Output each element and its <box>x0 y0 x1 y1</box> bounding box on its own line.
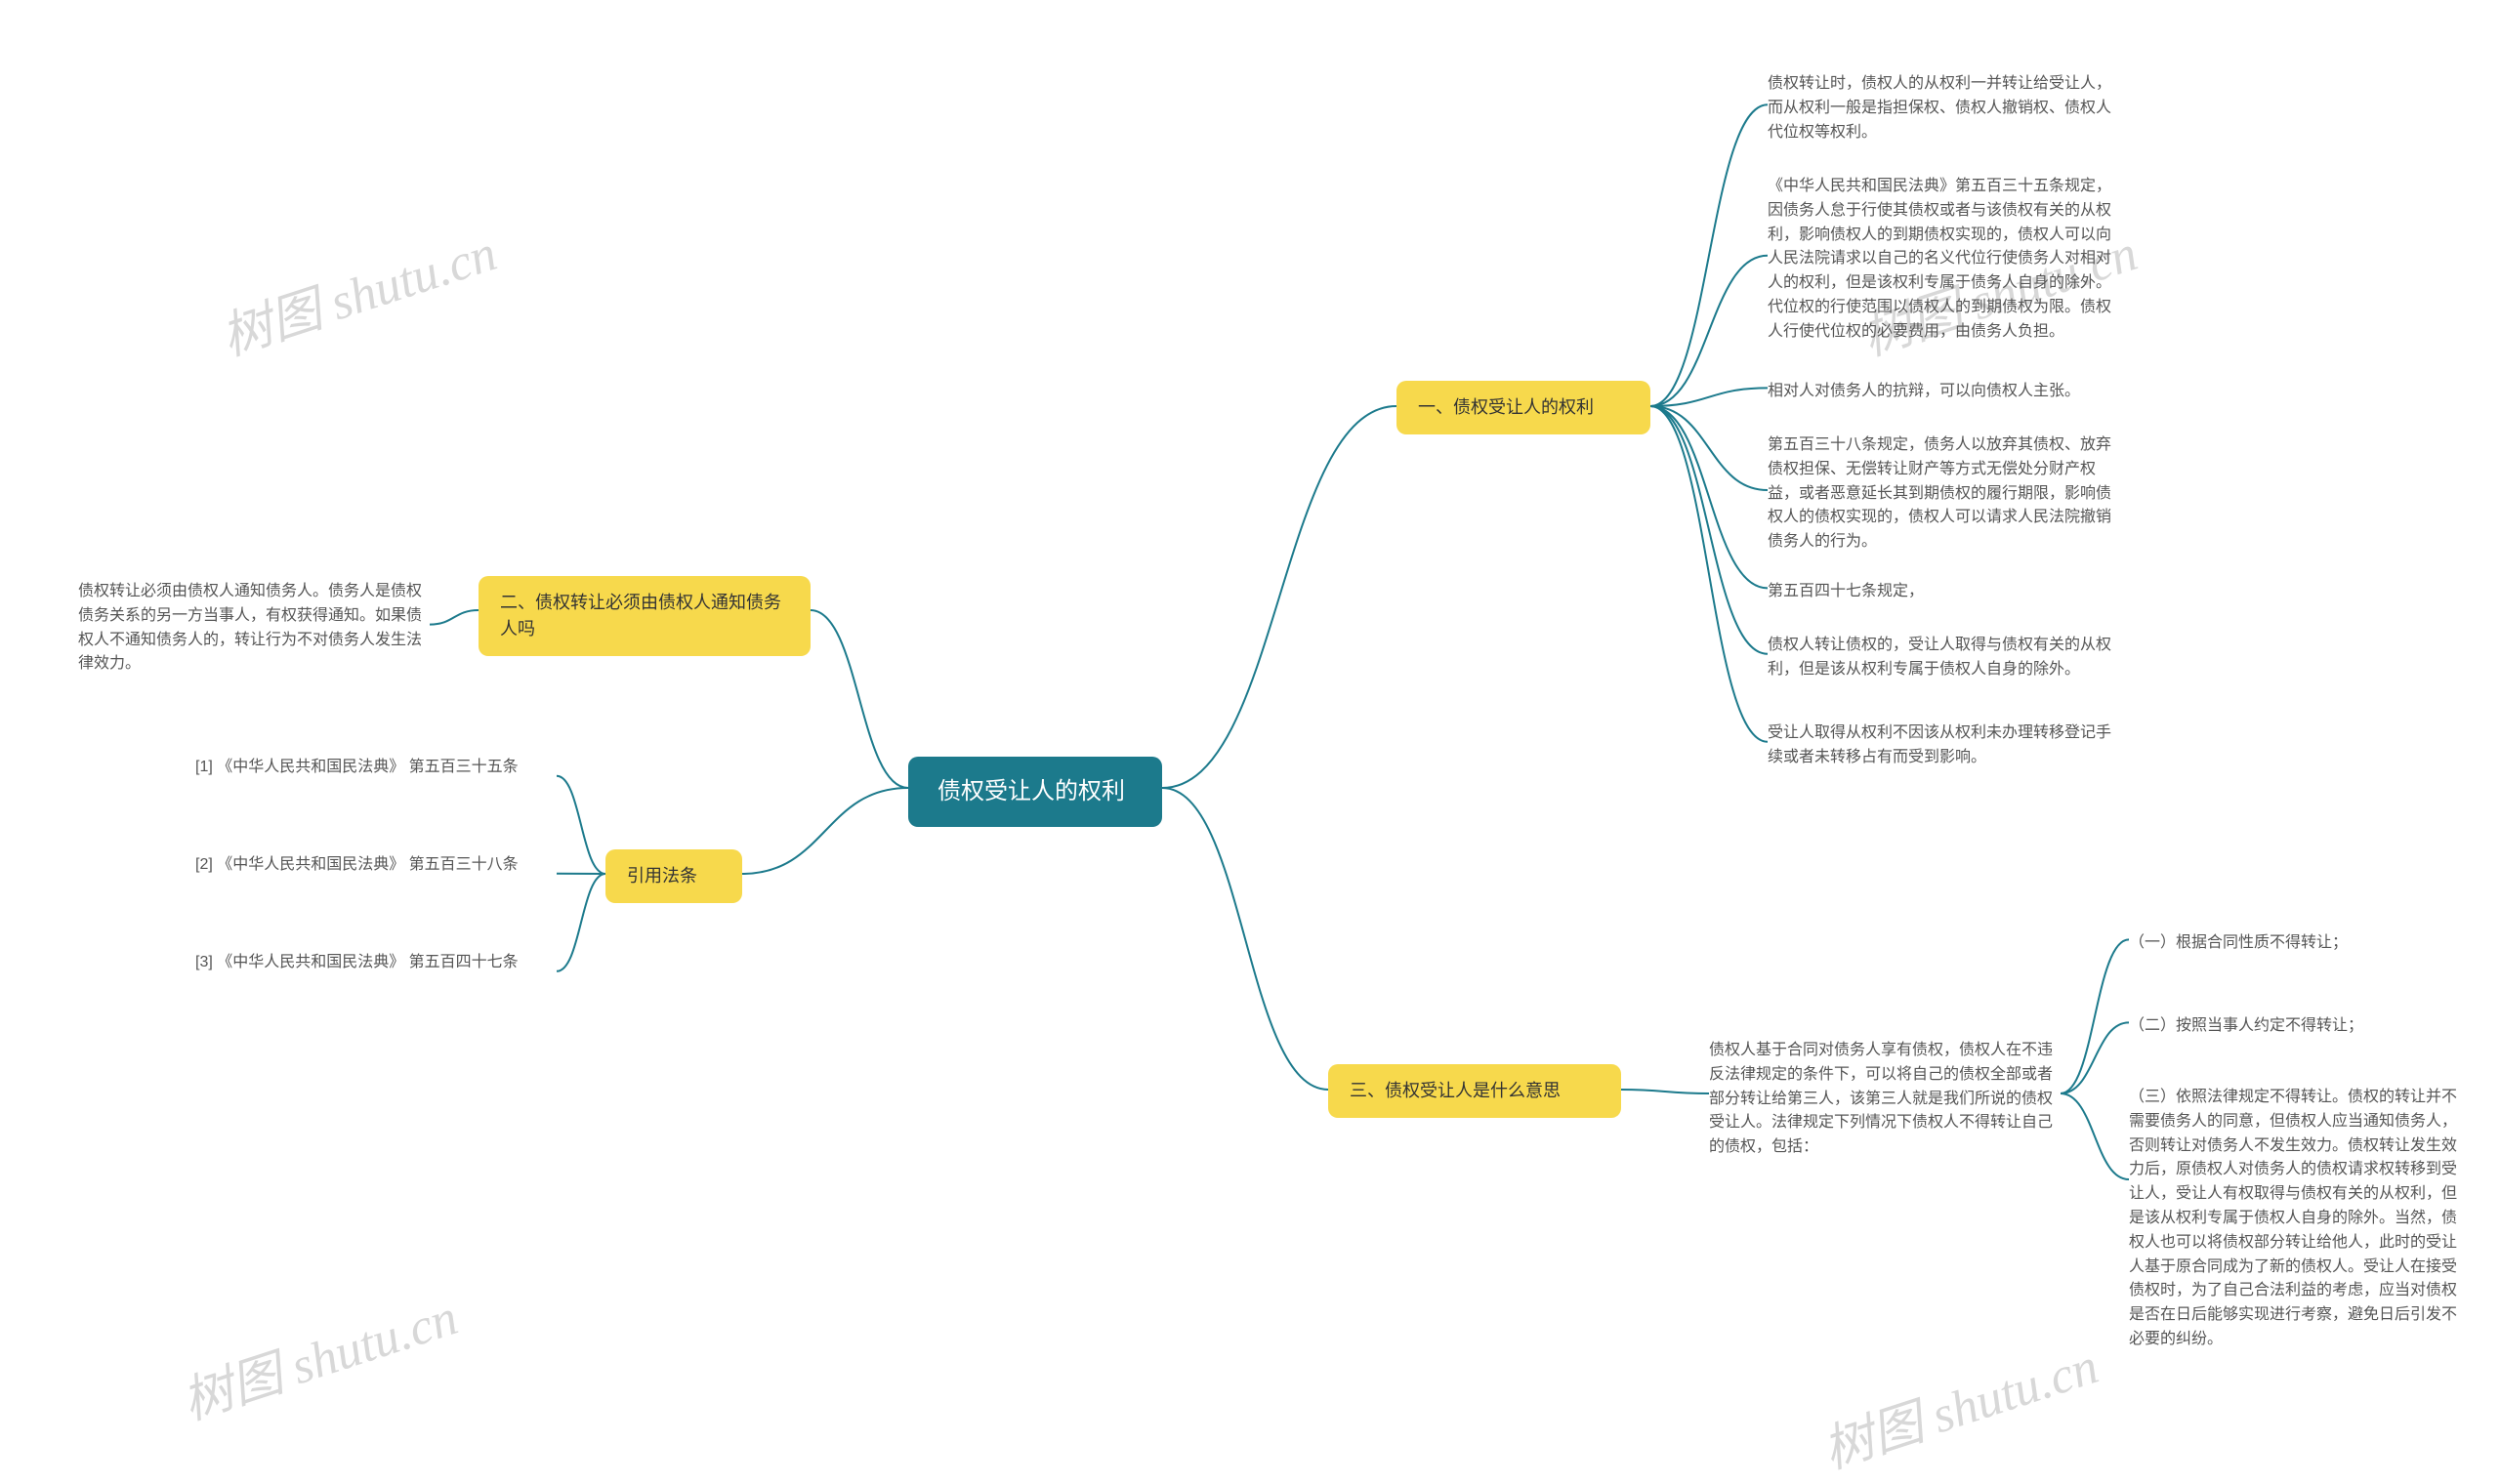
leaf-node: 受让人取得从权利不因该从权利未办理转移登记手续或者未转移占有而受到影响。 <box>1768 718 2119 774</box>
leaf-node: 第五百三十八条规定，债务人以放弃其债权、放弃债权担保、无偿转让财产等方式无偿处分… <box>1768 430 2119 558</box>
leaf-node: 债权转让必须由债权人通知债务人。债务人是债权债务关系的另一方当事人，有权获得通知… <box>78 576 430 680</box>
branch-node[interactable]: 引用法条 <box>605 849 742 903</box>
watermark: 树图 shutu.cn <box>172 1276 466 1433</box>
mid-node: 债权人基于合同对债务人享有债权，债权人在不违反法律规定的条件下，可以将自己的债权… <box>1709 1035 2061 1164</box>
leaf-node: [1] 《中华人民共和国民法典》 第五百三十五条 <box>195 752 557 784</box>
watermark: 树图 shutu.cn <box>1812 1325 2106 1482</box>
watermark: 树图 shutu.cn <box>211 212 505 369</box>
leaf-node: （三）依照法律规定不得转让。债权的转让并不需要债务人的同意，但债权人应当通知债务… <box>2129 1082 2461 1356</box>
branch-node[interactable]: 三、债权受让人是什么意思 <box>1328 1064 1621 1118</box>
leaf-node: 债权转让时，债权人的从权利一并转让给受让人，而从权利一般是指担保权、债权人撤销权… <box>1768 68 2119 148</box>
leaf-node: [3] 《中华人民共和国民法典》 第五百四十七条 <box>195 947 557 979</box>
leaf-node: 《中华人民共和国民法典》第五百三十五条规定，因债务人怠于行使其债权或者与该债权有… <box>1768 171 2119 349</box>
connector-layer <box>0 0 2500 1484</box>
branch-node[interactable]: 一、债权受让人的权利 <box>1396 381 1650 434</box>
leaf-node: （二）按照当事人约定不得转让； <box>2129 1010 2461 1043</box>
leaf-node: [2] 《中华人民共和国民法典》 第五百三十八条 <box>195 849 557 882</box>
branch-node[interactable]: 二、债权转让必须由债权人通知债务人吗 <box>479 576 811 656</box>
leaf-node: 相对人对债务人的抗辩，可以向债权人主张。 <box>1768 376 2119 408</box>
leaf-node: 债权人转让债权的，受让人取得与债权有关的从权利，但是该从权利专属于债权人自身的除… <box>1768 630 2119 686</box>
leaf-node: （一）根据合同性质不得转让； <box>2129 928 2461 960</box>
center-node[interactable]: 债权受让人的权利 <box>908 757 1162 827</box>
leaf-node: 第五百四十七条规定， <box>1768 576 2119 608</box>
